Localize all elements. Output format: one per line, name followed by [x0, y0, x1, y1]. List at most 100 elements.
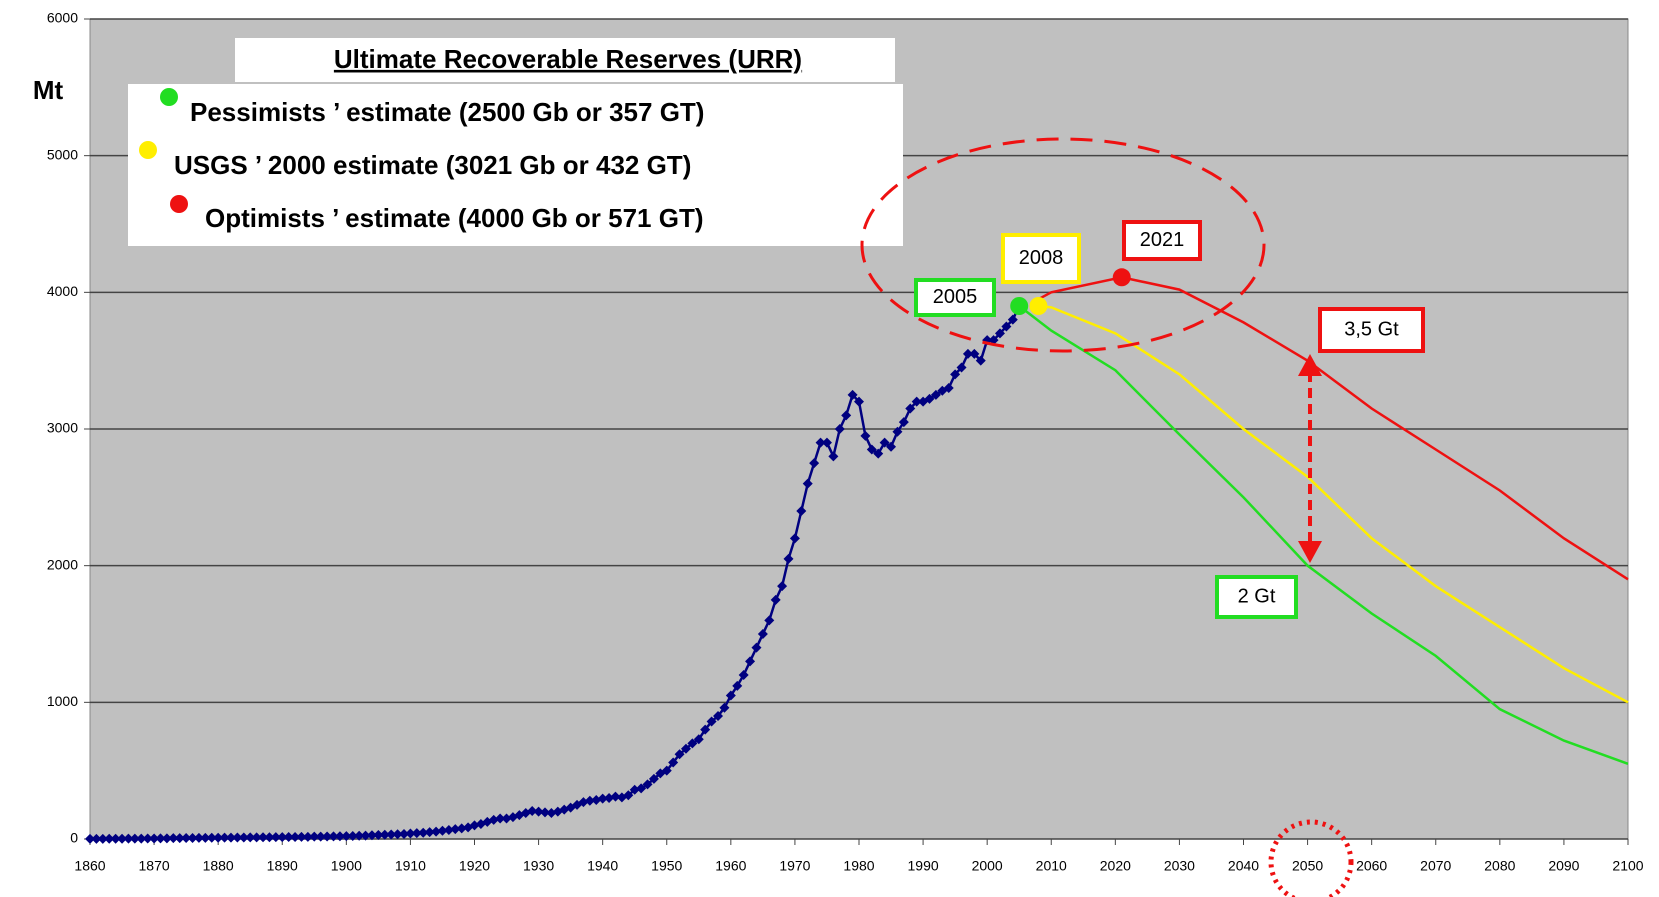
data-point [328, 831, 339, 842]
legend-swatch [160, 88, 178, 106]
legend-swatch [139, 141, 157, 159]
data-point [85, 833, 95, 844]
data-point [1007, 314, 1018, 325]
x-tick-label: 2050 [1292, 858, 1323, 874]
y-axis-label: Mt [33, 75, 64, 105]
data-point [155, 833, 166, 844]
data-point [796, 506, 807, 516]
y-tick-label: 0 [70, 830, 78, 846]
data-point [745, 656, 756, 667]
x-tick-label: 1870 [139, 858, 170, 874]
data-point [341, 831, 352, 842]
series-line [1038, 304, 1629, 704]
highlight-point [1029, 297, 1048, 315]
x-tick-label: 1910 [395, 858, 426, 874]
data-point [764, 615, 775, 626]
annotation-box [1122, 220, 1202, 261]
data-point [219, 832, 230, 843]
data-point [693, 734, 704, 745]
x-tick-label: 1920 [459, 858, 490, 874]
data-point [309, 831, 320, 842]
data-point [373, 830, 384, 841]
arrow-head [1298, 541, 1322, 563]
data-point [379, 829, 390, 840]
legend-label: Optimists ’ estimate (4000 Gb or 571 GT) [205, 203, 704, 233]
data-point [386, 829, 397, 840]
x-tick-label: 2080 [1484, 858, 1515, 874]
data-point [905, 403, 916, 414]
data-point [930, 389, 941, 400]
data-point [687, 738, 698, 749]
data-point [841, 410, 852, 421]
data-point [411, 828, 422, 839]
data-point [584, 795, 595, 806]
data-point [392, 829, 403, 840]
data-point [969, 348, 980, 359]
highlight-ellipse [860, 137, 1266, 353]
x-tick-label: 1860 [74, 858, 105, 874]
data-point [405, 828, 416, 839]
legend-label: USGS ’ 2000 estimate (3021 Gb or 432 GT) [174, 150, 691, 180]
data-point [719, 702, 730, 713]
data-point [629, 784, 640, 795]
data-point [751, 642, 762, 653]
data-point [738, 670, 749, 680]
data-point [161, 833, 172, 844]
data-point [347, 830, 358, 841]
data-point [290, 831, 301, 842]
annotation-text: 2021 [1140, 229, 1185, 251]
data-point [296, 831, 307, 842]
data-point [604, 793, 615, 803]
legend-box [128, 84, 903, 246]
data-point [437, 825, 448, 836]
x-tick-label: 2070 [1420, 858, 1451, 874]
highlight-circle [1268, 819, 1354, 897]
y-tick-label: 5000 [47, 146, 78, 162]
data-point [834, 424, 845, 434]
x-tick-label: 1950 [651, 858, 682, 874]
data-point [360, 830, 371, 841]
legend: Ultimate Recoverable Reserves (URR) Pess… [128, 38, 903, 246]
annotation-box [1001, 233, 1081, 284]
data-point [725, 690, 736, 701]
data-point [213, 832, 224, 843]
data-point [527, 805, 538, 816]
data-point [366, 830, 377, 841]
data-point [962, 348, 973, 359]
data-point [469, 820, 480, 831]
data-point [975, 355, 986, 366]
data-point [168, 833, 179, 844]
data-point [238, 832, 249, 843]
annotation-text: 2005 [933, 286, 978, 308]
legend-swatch [170, 195, 188, 213]
data-point [815, 437, 826, 448]
data-point [1001, 321, 1012, 332]
data-point [860, 430, 871, 441]
x-tick-label: 1900 [331, 858, 362, 874]
data-point [302, 831, 313, 842]
data-point [136, 833, 147, 844]
data-point [533, 806, 544, 817]
data-point [700, 724, 711, 735]
data-point [879, 437, 890, 448]
data-point [668, 757, 679, 768]
x-tick-label: 2090 [1548, 858, 1579, 874]
data-point [866, 444, 877, 455]
data-point [245, 832, 256, 843]
data-point [97, 833, 108, 844]
y-tick-label: 1000 [47, 693, 78, 709]
data-point [418, 827, 429, 838]
data-point [539, 807, 550, 818]
data-point [123, 833, 134, 844]
data-point [924, 393, 935, 404]
data-point [258, 832, 269, 843]
data-point [431, 826, 442, 837]
data-point [636, 783, 647, 794]
data-point [117, 833, 128, 844]
data-point [597, 793, 608, 804]
data-point [770, 594, 781, 605]
data-point [443, 824, 454, 835]
y-tick-label: 3000 [47, 420, 78, 436]
data-point [847, 389, 858, 400]
data-point [873, 448, 884, 459]
